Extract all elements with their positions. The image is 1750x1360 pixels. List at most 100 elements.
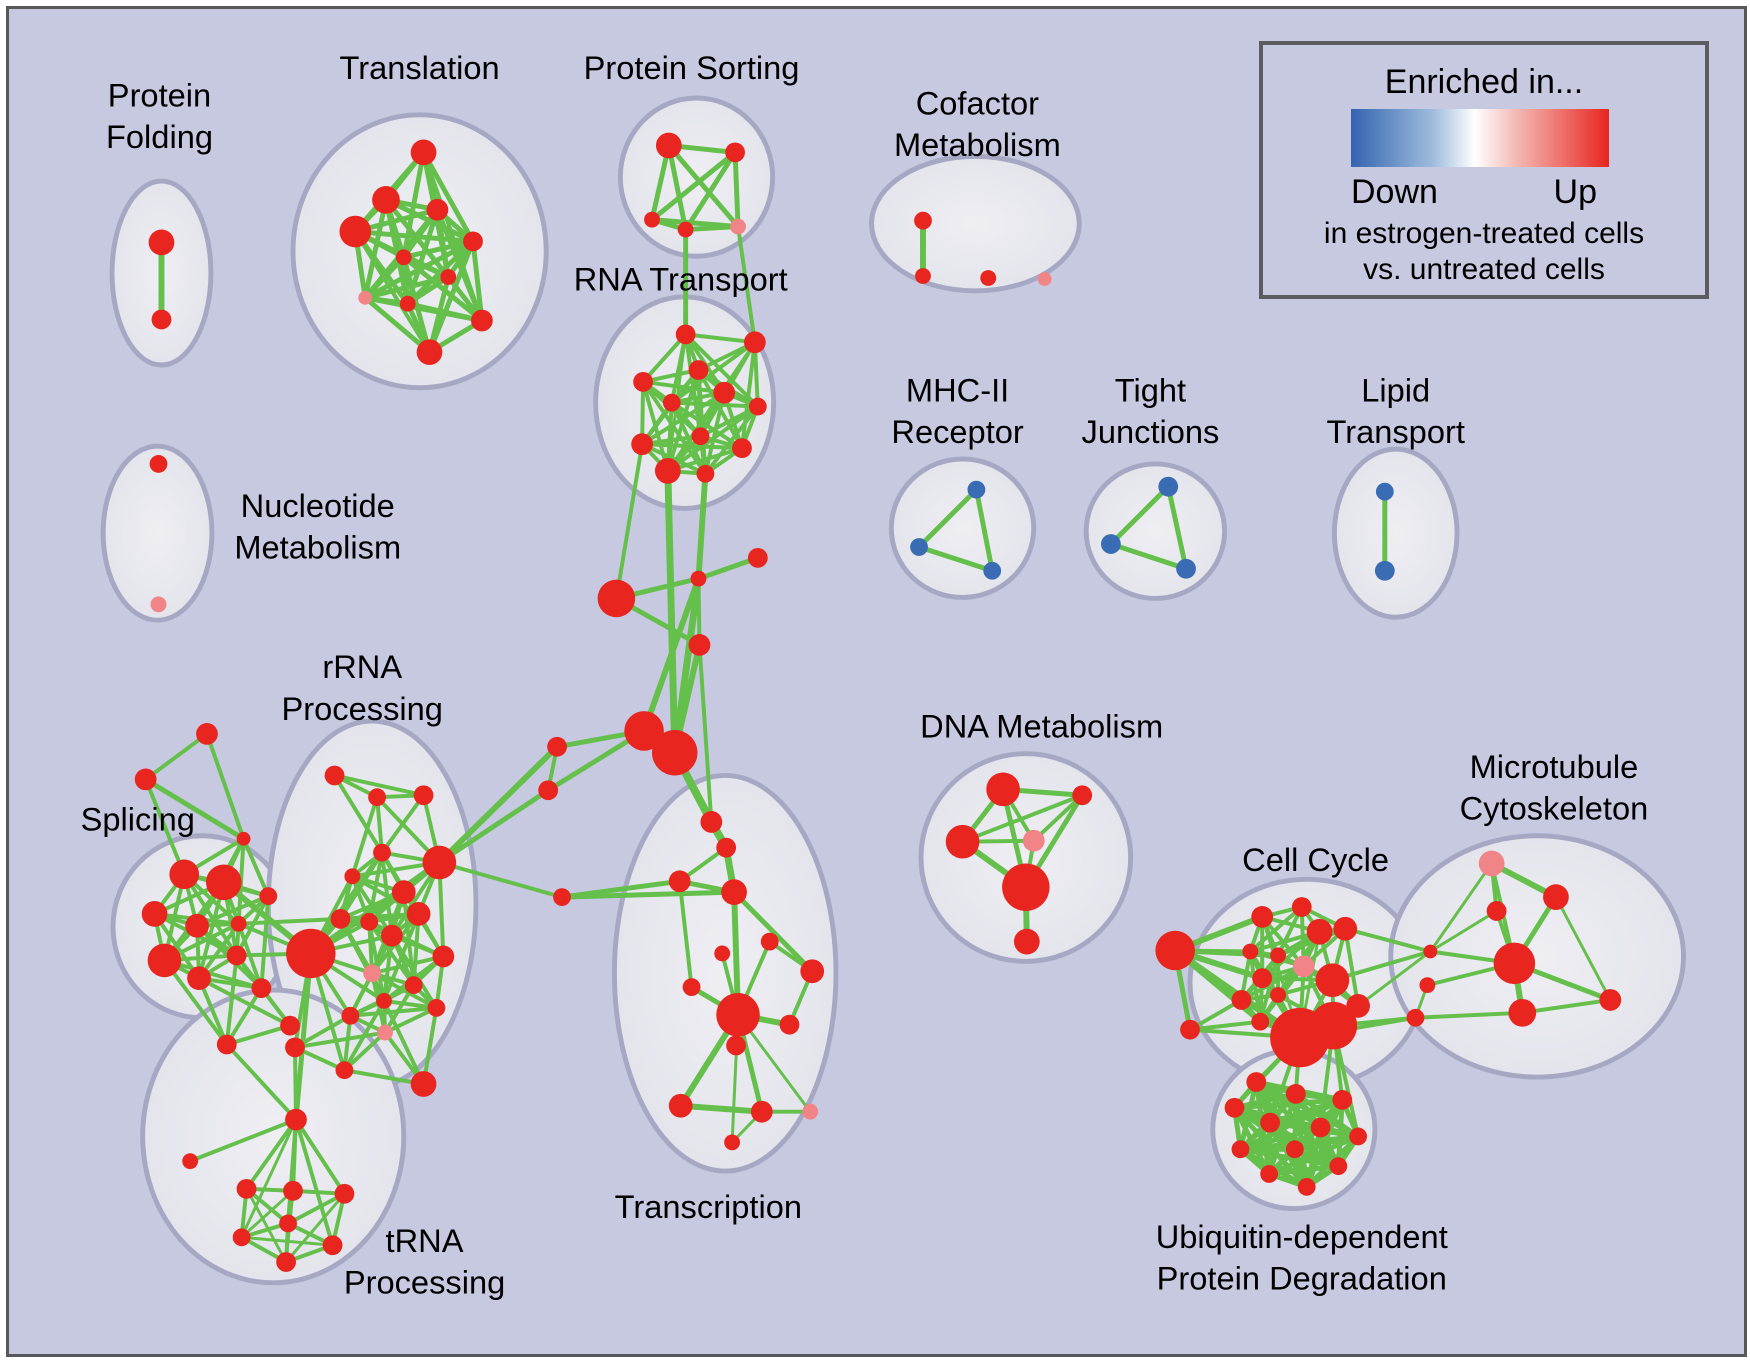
node-splicing	[251, 978, 272, 998]
node-transcription	[668, 870, 691, 893]
node-splicing	[196, 723, 218, 745]
node-rrna_processing	[360, 912, 379, 931]
cluster-label-microtubule: Cytoskeleton	[1460, 790, 1649, 827]
edge	[640, 442, 708, 476]
node-microtubule	[1599, 989, 1622, 1011]
node-translation	[395, 249, 412, 266]
node-cell_cycle	[1231, 990, 1252, 1010]
node-tight_junctions	[1158, 476, 1179, 497]
edge	[286, 1191, 347, 1226]
node-trna_processing	[182, 1153, 199, 1170]
node-protein_sorting	[677, 221, 694, 238]
edge	[436, 787, 551, 865]
node-rna_transport	[675, 324, 696, 345]
node-transcription	[750, 1100, 773, 1123]
cluster-label-cofactor_metabolism: Cofactor	[916, 85, 1039, 122]
node-microtubule	[1486, 901, 1507, 921]
edge	[640, 442, 744, 451]
cluster-ellipse-nucleotide_metabolism	[100, 443, 215, 623]
cluster-label-protein_sorting: Protein Sorting	[584, 49, 800, 86]
edge	[259, 894, 271, 991]
node-rrna_processing	[341, 1006, 360, 1025]
edge	[382, 998, 426, 1086]
cluster-label-dna_metabolism: DNA Metabolism	[920, 708, 1163, 745]
edge	[234, 894, 271, 958]
node-rrna_processing	[432, 945, 455, 968]
node-central	[690, 570, 707, 587]
node-transcription	[724, 1134, 741, 1151]
edge	[1276, 926, 1348, 958]
edge	[240, 1118, 298, 1239]
node-rrna_processing	[285, 1037, 305, 1058]
node-microtubule	[1508, 998, 1537, 1027]
edge	[350, 795, 380, 879]
edge	[559, 889, 737, 900]
edge	[664, 467, 679, 757]
edge	[1428, 909, 1499, 953]
node-microtubule	[1406, 1008, 1425, 1027]
edge	[916, 487, 979, 550]
cluster-label-cell_cycle: Cell Cycle	[1242, 841, 1389, 878]
edge	[916, 544, 995, 574]
edge	[182, 872, 239, 958]
node-mhc2_receptor	[910, 538, 928, 556]
node-ubiquitin	[1332, 1089, 1353, 1110]
node-ubiquitin	[1246, 1072, 1267, 1092]
edge	[195, 894, 271, 928]
cluster-label-mhc2_receptor: Receptor	[891, 413, 1024, 450]
node-central	[538, 780, 559, 801]
node-cell_cycle	[1306, 918, 1333, 945]
edge	[382, 911, 421, 1003]
legend-title: Enriched in...	[1384, 63, 1584, 101]
node-ubiquitin	[1329, 1157, 1348, 1175]
node-trna_processing	[232, 1228, 251, 1247]
edge	[383, 983, 416, 1035]
edge	[197, 976, 229, 1047]
node-ubiquitin	[1297, 1177, 1316, 1196]
node-cofactor_metabolism	[914, 211, 932, 230]
edge	[197, 976, 293, 1028]
node-rrna_processing	[391, 880, 416, 905]
edge	[649, 149, 738, 223]
cluster-label-lipid_transport: Lipid	[1361, 371, 1430, 408]
edge	[405, 301, 485, 323]
edge	[669, 400, 760, 409]
node-cell_cycle	[1251, 1012, 1270, 1031]
node-ubiquitin	[1231, 1140, 1250, 1159]
node-translation	[339, 215, 372, 248]
node-translation	[372, 186, 400, 214]
node-cell_cycle	[1291, 897, 1312, 917]
edge	[362, 274, 451, 301]
node-rrna_processing	[344, 868, 361, 885]
edge	[224, 986, 264, 1047]
edge	[1248, 905, 1304, 954]
node-cell_cycle	[1292, 955, 1315, 978]
cluster-ellipse-trna_processing	[140, 987, 407, 1286]
legend-down-label: Down	[1351, 173, 1438, 211]
legend-up-label: Up	[1553, 173, 1597, 211]
edge	[342, 1030, 387, 1073]
figure-frame: Protein Folding Translation Protein Sorting…	[6, 6, 1747, 1357]
edge	[697, 642, 714, 824]
node-splicing	[169, 859, 200, 890]
node-mhc2_receptor	[967, 480, 986, 499]
edge	[669, 340, 757, 405]
node-mhc2_receptor	[983, 561, 1002, 580]
legend-caption-line1: in estrogen-treated cells	[1323, 217, 1645, 250]
edge	[332, 773, 426, 798]
node-rna_transport	[662, 393, 681, 412]
node-cell_cycle	[1180, 1019, 1200, 1040]
node-translation	[471, 309, 493, 332]
node-trna_processing	[236, 1178, 257, 1199]
node-cofactor_metabolism	[980, 270, 997, 286]
node-ubiquitin	[1310, 1117, 1331, 1138]
edge	[666, 340, 757, 473]
node-protein_folding	[151, 309, 172, 330]
edge	[284, 1192, 346, 1264]
edge	[1239, 964, 1306, 1002]
edge	[375, 795, 384, 855]
edge	[241, 836, 271, 899]
edge	[614, 442, 645, 601]
node-cell_cycle	[1315, 963, 1350, 997]
node-rrna_processing	[377, 1024, 393, 1041]
